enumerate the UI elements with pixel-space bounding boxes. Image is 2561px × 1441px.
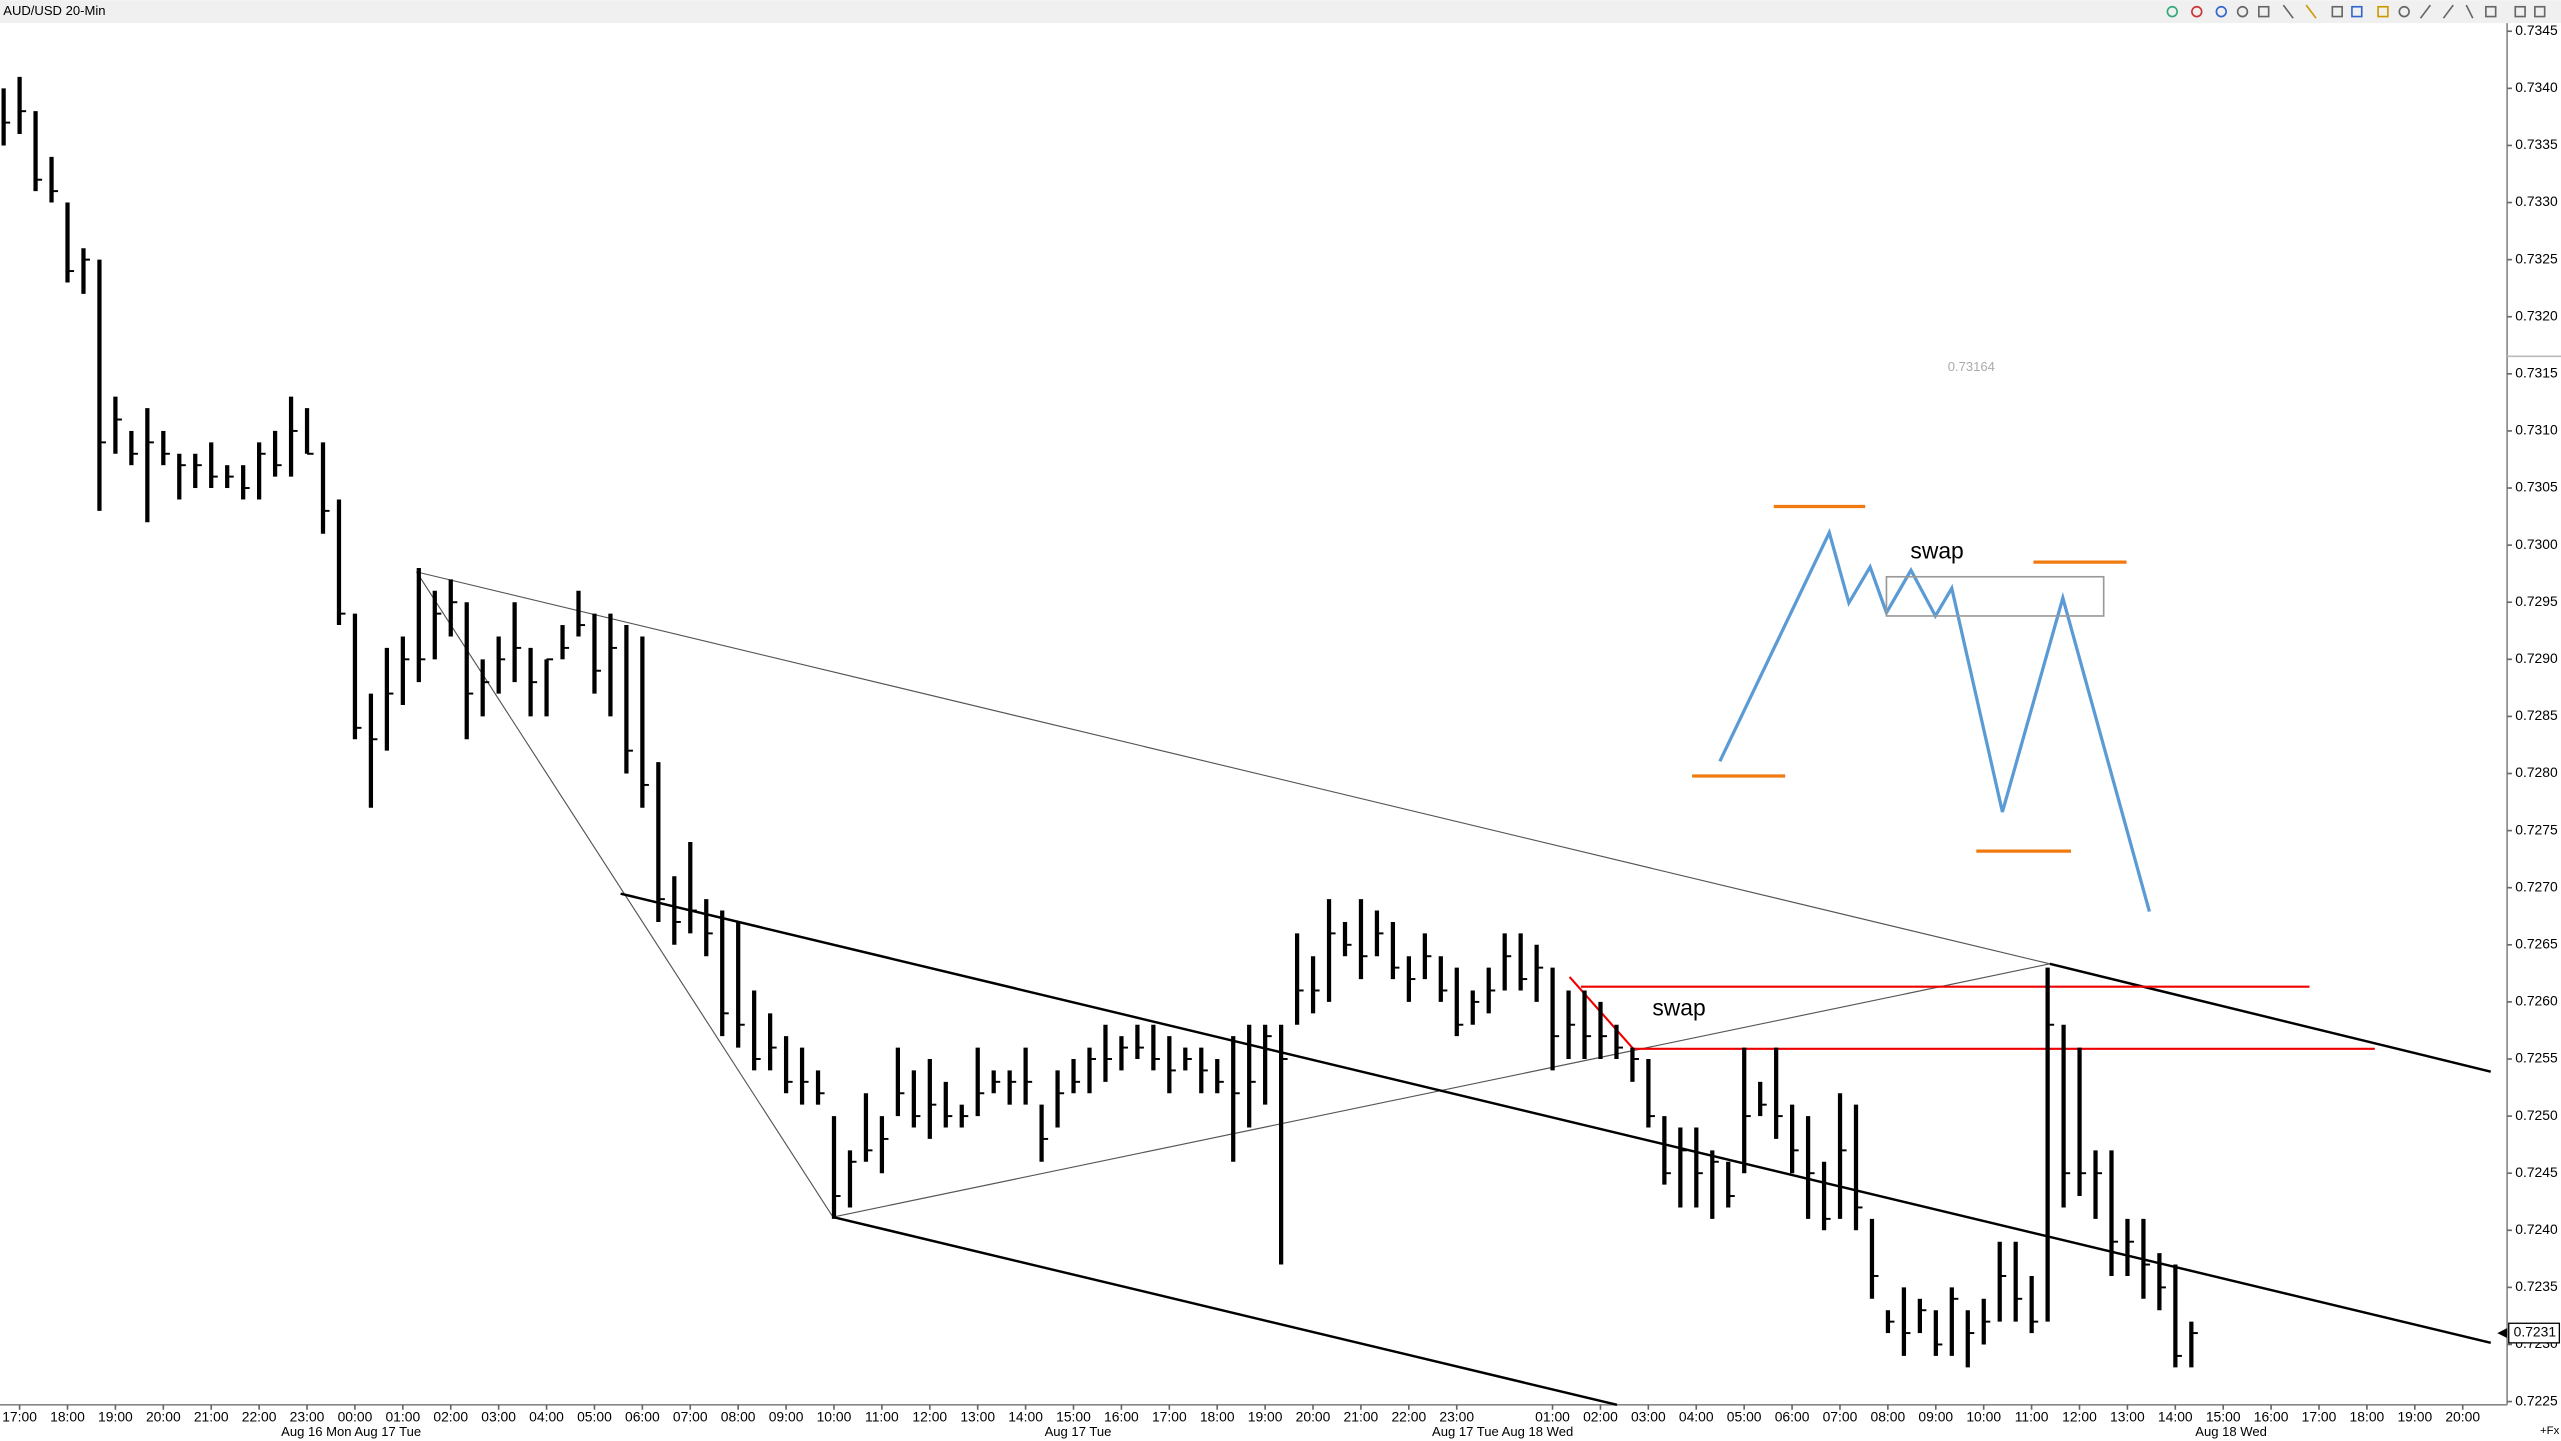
x-tick-label: 01:00 — [1535, 1409, 1570, 1425]
y-tick-label: 0.7305 — [2515, 479, 2558, 495]
x-tick-label: 09:00 — [769, 1409, 804, 1425]
x-tick-label: 12:00 — [912, 1409, 947, 1425]
y-tick-label: 0.7310 — [2515, 422, 2558, 438]
y-tick-label: 0.7240 — [2515, 1221, 2558, 1237]
x-tick-label: 04:00 — [1679, 1409, 1714, 1425]
y-tick-label: 0.7280 — [2515, 764, 2558, 780]
channel-line — [620, 892, 2492, 1344]
level-label: 0.73164 — [1948, 359, 1995, 374]
x-tick-label: 18:00 — [50, 1409, 85, 1425]
x-tick-label: 05:00 — [1727, 1409, 1762, 1425]
x-tick-label: 02:00 — [433, 1409, 468, 1425]
y-tick-label: 0.7300 — [2515, 536, 2558, 552]
drawings — [416, 504, 2492, 1407]
annotation: swap — [1652, 995, 1705, 1021]
x-tick-label: 08:00 — [1871, 1409, 1906, 1425]
x-tick-label: 17:00 — [1152, 1409, 1187, 1425]
last-price-label: 0.7231 — [2514, 1324, 2557, 1340]
x-tick-label: 11:00 — [865, 1409, 899, 1425]
corner-label: +Fx — [2540, 1425, 2560, 1437]
y-tick-label: 0.7345 — [2515, 22, 2558, 38]
y-tick-label: 0.7265 — [2515, 935, 2558, 951]
x-tick-label: 09:00 — [1918, 1409, 1953, 1425]
date-label: Aug 17 Tue Aug 18 Wed — [1432, 1424, 1573, 1439]
x-tick-label: 14:00 — [2158, 1409, 2193, 1425]
x-tick-label: 10:00 — [1966, 1409, 2001, 1425]
x-tick-label: 15:00 — [1056, 1409, 1091, 1425]
trend-line — [416, 571, 2050, 965]
x-tick-label: 19:00 — [98, 1409, 133, 1425]
y-tick-label: 0.7245 — [2515, 1164, 2558, 1180]
projection-path — [1718, 528, 2151, 913]
y-tick-label: 0.7250 — [2515, 1107, 2558, 1123]
x-tick-label: 02:00 — [1583, 1409, 1618, 1425]
x-tick-label: 22:00 — [242, 1409, 277, 1425]
y-tick-label: 0.7225 — [2515, 1392, 2558, 1408]
x-tick-label: 06:00 — [1775, 1409, 1810, 1425]
x-tick-label: 07:00 — [673, 1409, 708, 1425]
x-tick-label: 17:00 — [2, 1409, 37, 1425]
y-tick-label: 0.7255 — [2515, 1050, 2558, 1066]
x-tick-label: 01:00 — [385, 1409, 420, 1425]
x-tick-label: 14:00 — [1008, 1409, 1043, 1425]
x-tick-label: 10:00 — [817, 1409, 852, 1425]
y-tick-label: 0.7330 — [2515, 193, 2558, 209]
x-tick-label: 20:00 — [1296, 1409, 1331, 1425]
x-tick-label: 20:00 — [2445, 1409, 2480, 1425]
x-tick-label: 11:00 — [2015, 1409, 2049, 1425]
x-tick-label: 04:00 — [529, 1409, 564, 1425]
y-tick-label: 0.7340 — [2515, 79, 2558, 95]
x-tick-label: 21:00 — [1344, 1409, 1379, 1425]
y-tick-label: 0.7260 — [2515, 993, 2558, 1009]
y-tick-label: 0.7315 — [2515, 365, 2558, 381]
x-tick-label: 06:00 — [625, 1409, 660, 1425]
x-tick-label: 23:00 — [1439, 1409, 1474, 1425]
x-tick-label: 21:00 — [194, 1409, 229, 1425]
last-price-box — [2508, 1322, 2561, 1344]
x-tick-label: 16:00 — [1104, 1409, 1139, 1425]
x-tick-label: 12:00 — [2062, 1409, 2097, 1425]
x-tick-label: 15:00 — [2206, 1409, 2241, 1425]
x-tick-label: 13:00 — [2110, 1409, 2145, 1425]
x-tick-label: 08:00 — [721, 1409, 756, 1425]
y-tick-label: 0.7290 — [2515, 650, 2558, 666]
toolbar-icons — [2166, 4, 2546, 19]
channel-line — [832, 1215, 1618, 1407]
annotation: swap — [1910, 537, 1963, 563]
date-label: Aug 16 Mon Aug 17 Tue — [281, 1424, 421, 1439]
date-label: Aug 17 Tue — [1045, 1424, 1112, 1439]
x-tick-label: 19:00 — [1248, 1409, 1283, 1425]
trend-line — [2049, 962, 2492, 1073]
y-tick-label: 0.7335 — [2515, 136, 2558, 152]
x-tick-label: 19:00 — [2397, 1409, 2432, 1425]
y-tick-label: 0.7325 — [2515, 250, 2558, 266]
x-tick-label: 13:00 — [960, 1409, 995, 1425]
date-label: Aug 18 Wed — [2195, 1424, 2267, 1439]
x-tick-label: 03:00 — [481, 1409, 516, 1425]
x-tick-label: 23:00 — [290, 1409, 325, 1425]
x-tick-label: 18:00 — [2350, 1409, 2385, 1425]
y-tick-label: 0.7285 — [2515, 707, 2558, 723]
x-tick-label: 03:00 — [1631, 1409, 1666, 1425]
x-tick-label: 05:00 — [577, 1409, 612, 1425]
x-tick-label: 20:00 — [146, 1409, 181, 1425]
last-price-pointer — [2497, 1328, 2508, 1338]
x-tick-label: 16:00 — [2254, 1409, 2289, 1425]
chart-title: AUD/USD 20-Min — [3, 3, 105, 18]
y-tick-label: 0.7235 — [2515, 1278, 2558, 1294]
y-tick-label: 0.7320 — [2515, 307, 2558, 323]
x-tick-label: 07:00 — [1823, 1409, 1858, 1425]
swap-zone — [1885, 575, 2105, 617]
y-tick-label: 0.7275 — [2515, 821, 2558, 837]
toolbar — [0, 0, 2561, 24]
x-tick-label: 17:00 — [2302, 1409, 2337, 1425]
y-tick-label: 0.7295 — [2515, 593, 2558, 609]
x-tick-label: 00:00 — [338, 1409, 373, 1425]
y-tick-label: 0.7270 — [2515, 878, 2558, 894]
x-tick-label: 22:00 — [1391, 1409, 1426, 1425]
x-tick-label: 18:00 — [1200, 1409, 1235, 1425]
